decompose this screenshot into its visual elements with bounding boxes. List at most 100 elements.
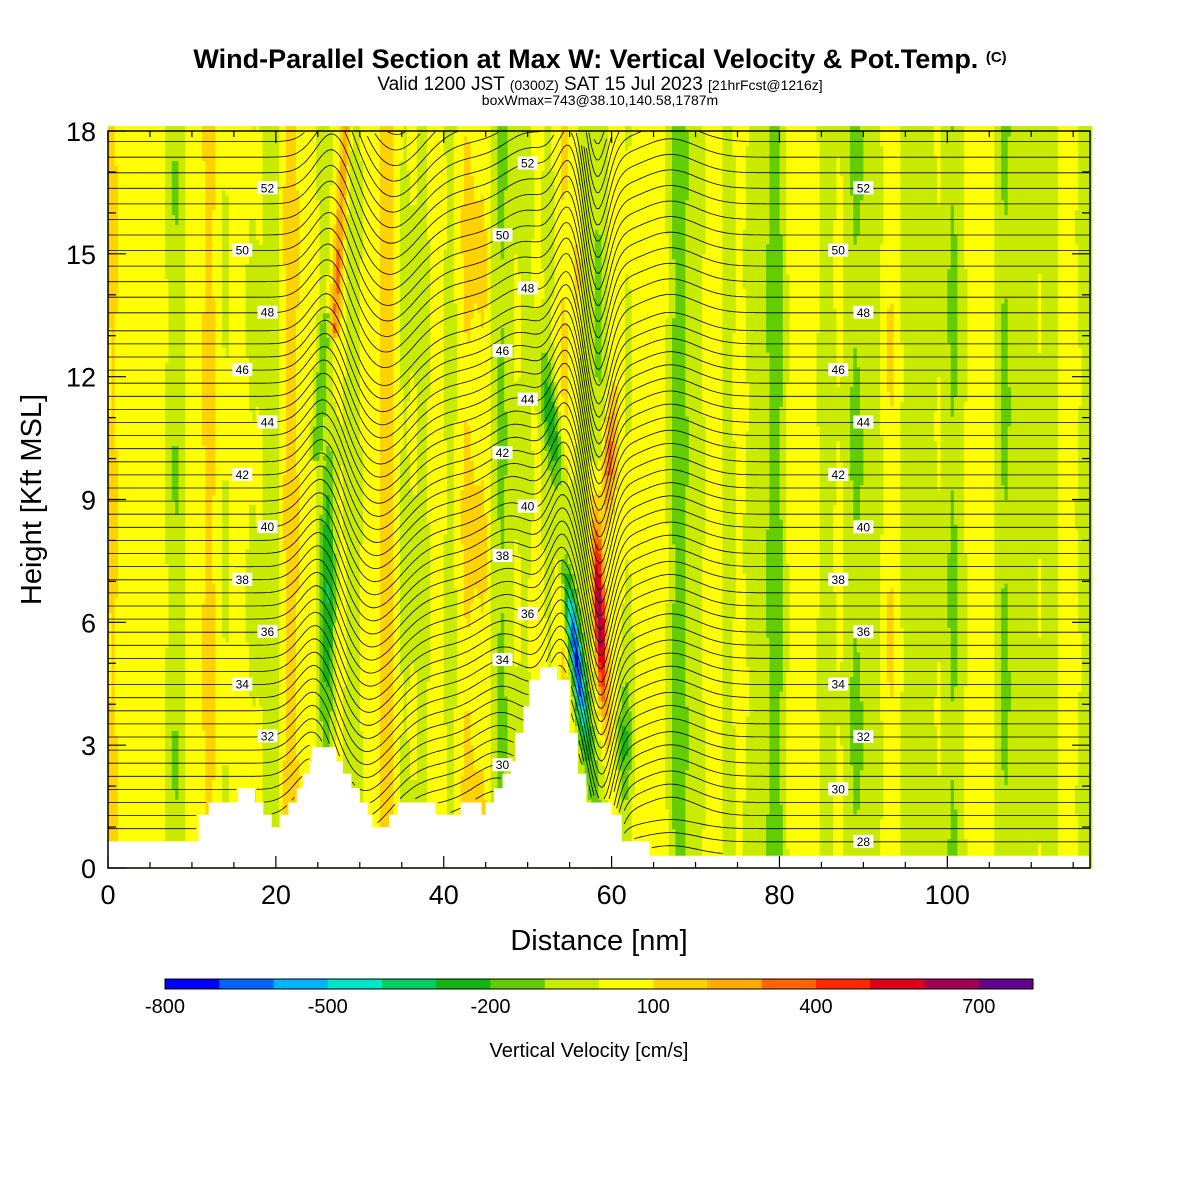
- field-cell: [168, 396, 172, 402]
- field-cell: [138, 780, 142, 786]
- field-cell: [162, 490, 166, 496]
- field-cell: [168, 367, 172, 373]
- field-cell: [145, 229, 149, 235]
- field-cell: [145, 446, 149, 452]
- field-cell: [168, 205, 172, 211]
- field-cell: [162, 426, 166, 432]
- field-cell: [145, 146, 149, 152]
- field-cell: [145, 357, 149, 363]
- field-cell: [138, 608, 142, 614]
- field-cell: [138, 185, 142, 191]
- field-cell: [162, 441, 166, 447]
- field-cell: [168, 613, 172, 619]
- field-cell: [162, 180, 166, 186]
- field-cell: [168, 465, 172, 471]
- field-cell: [145, 165, 149, 171]
- field-cell: [168, 372, 172, 378]
- field-cell: [168, 593, 172, 599]
- field-cell: [145, 450, 149, 456]
- field-cell: [138, 328, 142, 334]
- field-cell: [168, 283, 172, 289]
- field-cell: [168, 726, 172, 732]
- field-cell: [162, 244, 166, 250]
- field-cell: [162, 534, 166, 540]
- field-cell: [162, 465, 166, 471]
- field-cell: [168, 382, 172, 388]
- field-cell: [138, 382, 142, 388]
- field-cell: [162, 608, 166, 614]
- field-cell: [162, 269, 166, 275]
- field-cell: [168, 480, 172, 486]
- field-cell: [168, 775, 172, 781]
- field-cell: [162, 726, 166, 732]
- field-cell: [162, 814, 166, 820]
- field-cell: [145, 809, 149, 815]
- field-cell: [145, 544, 149, 550]
- field-cell: [162, 735, 166, 741]
- field-cell: [138, 662, 142, 668]
- field-cell: [138, 755, 142, 761]
- field-cell: [145, 819, 149, 825]
- field-cell: [145, 568, 149, 574]
- field-cell: [168, 426, 172, 432]
- field-cell: [138, 681, 142, 687]
- field-cell: [168, 288, 172, 294]
- field-cell: [145, 131, 149, 137]
- field-cell: [145, 455, 149, 461]
- field-cell: [162, 834, 166, 840]
- field-cell: [168, 357, 172, 363]
- field-cell: [145, 613, 149, 619]
- field-cell: [145, 406, 149, 412]
- field-cell: [145, 441, 149, 447]
- field-cell: [168, 672, 172, 678]
- field-cell: [168, 441, 172, 447]
- field-cell: [162, 136, 166, 142]
- field-cell: [145, 598, 149, 604]
- field-cell: [145, 711, 149, 717]
- field-cell: [145, 534, 149, 540]
- field-cell: [145, 726, 149, 732]
- field-cell: [168, 161, 172, 167]
- field-cell: [162, 529, 166, 535]
- field-cell: [145, 672, 149, 678]
- field-cell: [138, 254, 142, 259]
- field-cell: [162, 377, 166, 383]
- field-cell: [138, 239, 142, 245]
- field-cell: [162, 460, 166, 466]
- field-cell: [162, 662, 166, 668]
- field-cell: [162, 681, 166, 687]
- field-cell: [138, 362, 142, 368]
- field-cell: [145, 323, 149, 329]
- field-cell: [162, 401, 166, 407]
- field-cell: [162, 200, 166, 206]
- field-cell: [168, 760, 172, 766]
- field-cell: [138, 337, 142, 343]
- field-cell: [138, 534, 142, 540]
- field-cell: [138, 426, 142, 432]
- field-cell: [162, 686, 166, 692]
- field-cell: [168, 691, 172, 697]
- field-cell: [145, 337, 149, 343]
- field-cell: [138, 347, 142, 353]
- field-cell: [162, 647, 166, 653]
- field-cell: [168, 293, 172, 299]
- field-cell: [162, 161, 166, 167]
- field-cell: [168, 219, 172, 225]
- field-cell: [138, 804, 142, 810]
- field-cell: [145, 254, 149, 259]
- field-cell: [168, 165, 172, 171]
- field-cell: [168, 657, 172, 663]
- field-cell: [145, 617, 149, 623]
- field-cell: [162, 716, 166, 722]
- field-cell: [145, 249, 149, 255]
- field-cell: [138, 613, 142, 619]
- field-cell: [145, 293, 149, 299]
- field-cell: [162, 519, 166, 525]
- field-cell: [145, 185, 149, 191]
- field-cell: [162, 652, 166, 658]
- field-cell: [168, 711, 172, 717]
- field-cell: [138, 809, 142, 815]
- field-cell: [168, 622, 172, 628]
- field-cell: [145, 480, 149, 486]
- field-cell: [162, 755, 166, 761]
